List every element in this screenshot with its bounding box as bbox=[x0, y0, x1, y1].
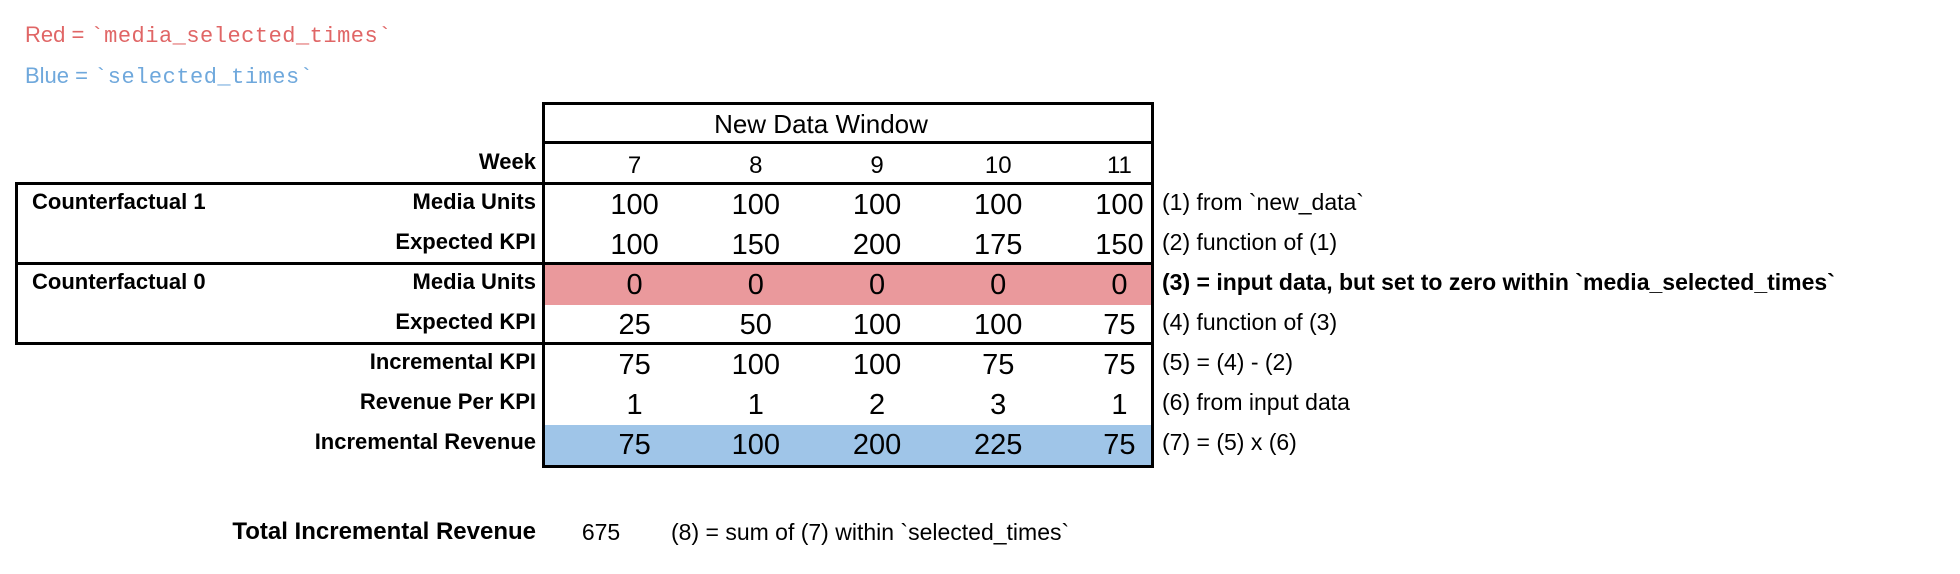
week-cell: 8 bbox=[749, 152, 763, 179]
note-6: (6) from input data bbox=[1162, 389, 1350, 415]
value-cell: 100 bbox=[731, 189, 780, 221]
note-2: (2) function of (1) bbox=[1162, 229, 1338, 255]
value-cell: 100 bbox=[610, 229, 659, 261]
value-cell: 75 bbox=[1103, 349, 1136, 381]
week-cell: 11 bbox=[1106, 152, 1132, 179]
value-cell: 0 bbox=[1111, 269, 1128, 301]
value-cell: 2 bbox=[868, 389, 886, 421]
note-3: (3) = input data, but set to zero within… bbox=[1162, 269, 1835, 295]
value-cell: 225 bbox=[974, 429, 1023, 461]
value-cell: 100 bbox=[610, 189, 659, 221]
value-cell: 25 bbox=[618, 309, 651, 341]
value-cell: 0 bbox=[626, 269, 643, 301]
row-label-week: Week bbox=[478, 149, 536, 174]
value-cell: 50 bbox=[739, 309, 772, 341]
value-cell: 150 bbox=[731, 229, 780, 261]
group-label-counterfactual-0: Counterfactual 0 bbox=[32, 269, 206, 294]
note-8: (8) = sum of (7) within `selected_times` bbox=[671, 519, 1070, 545]
legend-blue: Blue = `selected_times` bbox=[25, 61, 313, 91]
value-cell: 100 bbox=[974, 309, 1023, 341]
values-row-revenue-per-kpi: 1 1 2 3 1 bbox=[545, 385, 1151, 425]
value-cell: 100 bbox=[852, 309, 902, 341]
new-data-window-header: New Data Window bbox=[545, 105, 1151, 144]
value-cell: 3 bbox=[990, 389, 1007, 421]
values-row-incremental-revenue-highlighted: 75 100 200 225 75 bbox=[545, 425, 1151, 465]
value-cell: 150 bbox=[1095, 229, 1144, 261]
value-cell: 100 bbox=[852, 189, 902, 221]
value-cell: 100 bbox=[1095, 189, 1144, 221]
value-cell: 200 bbox=[852, 229, 902, 261]
legend-blue-code: `selected_times` bbox=[94, 65, 314, 90]
row-label-incremental-revenue: Incremental Revenue bbox=[314, 429, 536, 454]
legend-red-label: Red = bbox=[25, 22, 91, 47]
values-row-incremental-kpi: 75 100 100 75 75 bbox=[545, 345, 1151, 385]
value-cell: 75 bbox=[1103, 309, 1136, 341]
value-cell: 75 bbox=[982, 349, 1015, 381]
note-5: (5) = (4) - (2) bbox=[1162, 349, 1293, 375]
value-cell: 200 bbox=[852, 429, 902, 461]
value-cell: 0 bbox=[747, 269, 764, 301]
week-cell: 10 bbox=[984, 152, 1012, 179]
legend-red-code: `media_selected_times` bbox=[90, 24, 392, 49]
value-cell: 1 bbox=[626, 389, 643, 421]
value-cell: 100 bbox=[731, 349, 780, 381]
note-7: (7) = (5) x (6) bbox=[1162, 429, 1297, 455]
group-label-counterfactual-1: Counterfactual 1 bbox=[32, 189, 206, 214]
value-cell: 75 bbox=[1103, 429, 1136, 461]
value-cell: 100 bbox=[852, 349, 902, 381]
values-row-expected-kpi-cf0: 25 50 100 100 75 bbox=[545, 305, 1151, 345]
values-row-media-units-cf0-highlighted: 0 0 0 0 0 bbox=[545, 265, 1151, 305]
value-cell: 75 bbox=[618, 429, 651, 461]
legend-red: Red = `media_selected_times` bbox=[25, 20, 392, 50]
value-cell: 0 bbox=[868, 269, 886, 301]
row-label-expected-kpi-cf0: Expected KPI bbox=[395, 309, 536, 334]
row-label-incremental-kpi: Incremental KPI bbox=[369, 349, 536, 374]
values-row-media-units-cf1: 100 100 100 100 100 bbox=[545, 185, 1151, 225]
value-cell: 75 bbox=[618, 349, 651, 381]
total-incremental-revenue-label: Total Incremental Revenue bbox=[232, 518, 536, 545]
value-cell: 100 bbox=[974, 189, 1023, 221]
group-divider-middle bbox=[15, 262, 1154, 265]
week-cell: 9 bbox=[870, 152, 884, 179]
value-cell: 1 bbox=[1111, 389, 1128, 421]
group-divider-top bbox=[15, 182, 1154, 185]
row-label-media-units-cf0: Media Units bbox=[412, 269, 536, 294]
group-divider-bottom bbox=[15, 342, 1154, 345]
note-1: (1) from `new_data` bbox=[1162, 189, 1364, 215]
row-label-expected-kpi-cf1: Expected KPI bbox=[395, 229, 536, 254]
value-cell: 1 bbox=[747, 389, 764, 421]
row-label-revenue-per-kpi: Revenue Per KPI bbox=[359, 389, 536, 414]
week-numbers-row: 7 8 9 10 11 bbox=[545, 147, 1151, 185]
note-4: (4) function of (3) bbox=[1162, 309, 1338, 335]
legend-blue-label: Blue = bbox=[25, 63, 95, 88]
data-grid: New Data Window 7 8 9 10 11 100 100 100 … bbox=[542, 102, 1154, 468]
value-cell: 0 bbox=[990, 269, 1007, 301]
row-label-media-units-cf1: Media Units bbox=[412, 189, 536, 214]
value-cell: 175 bbox=[974, 229, 1023, 261]
group-box-left-border bbox=[15, 182, 18, 345]
values-row-expected-kpi-cf1: 100 150 200 175 150 bbox=[545, 225, 1151, 265]
total-incremental-revenue-value: 675 bbox=[581, 519, 621, 545]
week-cell: 7 bbox=[627, 152, 642, 179]
value-cell: 100 bbox=[731, 429, 780, 461]
